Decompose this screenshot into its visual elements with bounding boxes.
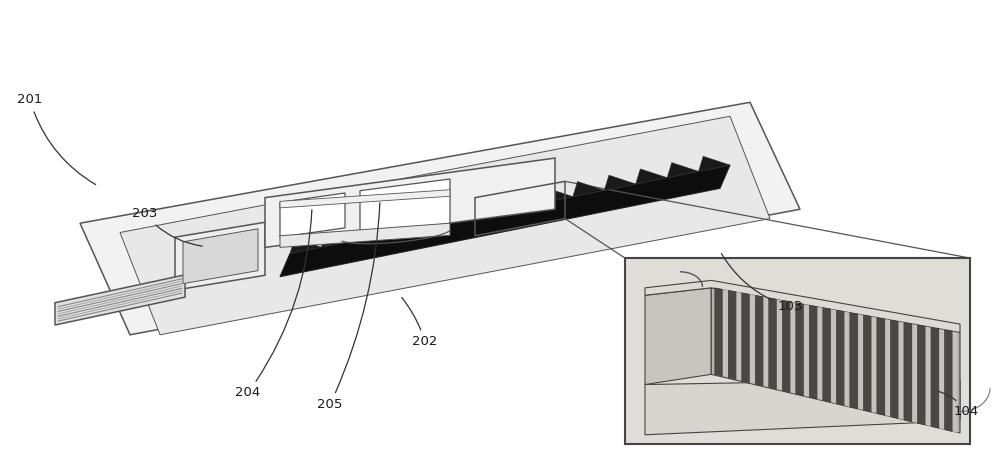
Polygon shape: [265, 158, 555, 247]
Polygon shape: [904, 323, 912, 422]
Polygon shape: [763, 297, 769, 387]
Polygon shape: [280, 193, 345, 237]
Polygon shape: [755, 295, 763, 386]
Polygon shape: [844, 312, 850, 407]
Polygon shape: [890, 320, 899, 418]
Polygon shape: [290, 239, 321, 253]
Polygon shape: [541, 188, 573, 203]
Polygon shape: [280, 223, 450, 247]
Polygon shape: [912, 324, 917, 423]
Polygon shape: [728, 290, 736, 379]
Text: 203: 203: [132, 207, 202, 246]
Polygon shape: [667, 163, 699, 178]
Polygon shape: [360, 179, 450, 235]
Polygon shape: [479, 200, 510, 216]
Polygon shape: [636, 169, 667, 184]
Polygon shape: [885, 319, 890, 417]
Polygon shape: [645, 280, 960, 332]
Polygon shape: [769, 298, 777, 389]
Polygon shape: [899, 322, 904, 420]
Text: 104: 104: [938, 391, 979, 418]
Polygon shape: [782, 300, 790, 392]
Polygon shape: [573, 181, 604, 197]
Polygon shape: [953, 332, 958, 433]
Polygon shape: [831, 309, 836, 404]
Polygon shape: [510, 194, 541, 209]
Polygon shape: [858, 314, 863, 410]
Polygon shape: [790, 302, 796, 394]
Polygon shape: [120, 116, 770, 335]
Polygon shape: [447, 207, 479, 222]
Polygon shape: [917, 325, 926, 425]
Polygon shape: [926, 326, 931, 426]
Polygon shape: [939, 329, 944, 430]
Polygon shape: [699, 156, 730, 172]
Polygon shape: [80, 102, 800, 335]
Polygon shape: [645, 288, 711, 385]
Polygon shape: [931, 327, 939, 428]
Polygon shape: [850, 312, 858, 409]
Polygon shape: [736, 292, 742, 381]
Polygon shape: [280, 190, 450, 208]
Polygon shape: [723, 289, 728, 378]
Polygon shape: [384, 219, 416, 234]
Polygon shape: [416, 213, 447, 228]
Bar: [625, 258, 970, 444]
Polygon shape: [871, 317, 877, 413]
Text: 204: 204: [235, 210, 312, 399]
Text: 205: 205: [317, 203, 380, 411]
Polygon shape: [175, 222, 265, 290]
Polygon shape: [777, 299, 782, 391]
Polygon shape: [809, 305, 817, 399]
Polygon shape: [863, 315, 871, 412]
Polygon shape: [715, 288, 723, 376]
Polygon shape: [823, 308, 831, 402]
Polygon shape: [836, 310, 844, 405]
Text: 202: 202: [402, 298, 438, 348]
Polygon shape: [804, 304, 809, 397]
Polygon shape: [877, 318, 885, 415]
Text: 201: 201: [17, 93, 96, 185]
Polygon shape: [280, 165, 730, 277]
Polygon shape: [711, 288, 960, 433]
Polygon shape: [750, 294, 755, 384]
Text: 103: 103: [721, 253, 803, 313]
Polygon shape: [55, 275, 185, 325]
Polygon shape: [742, 293, 750, 383]
Polygon shape: [645, 379, 960, 435]
Polygon shape: [183, 229, 258, 284]
Polygon shape: [817, 307, 823, 400]
Polygon shape: [796, 303, 804, 396]
Polygon shape: [944, 330, 953, 432]
Polygon shape: [604, 175, 636, 190]
Polygon shape: [321, 232, 353, 247]
Polygon shape: [353, 226, 384, 241]
